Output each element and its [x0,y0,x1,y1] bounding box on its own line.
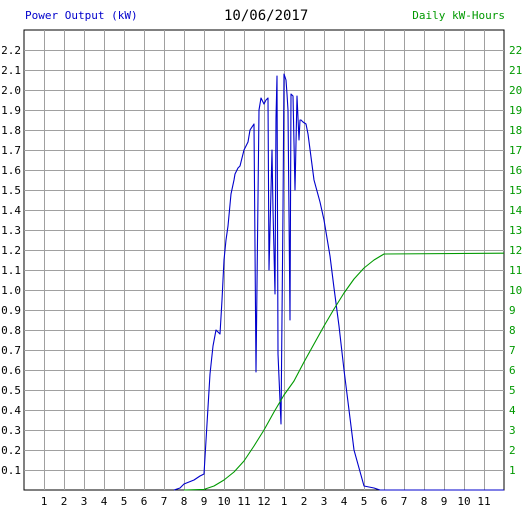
y-left-tick-label: 0.2 [1,444,21,457]
y-left-tick-label: 2.2 [1,44,21,57]
x-tick-label: 1 [281,495,288,508]
x-tick-label: 7 [161,495,168,508]
y-right-tick-label: 14 [509,204,523,217]
y-right-tick-label: 10 [509,284,522,297]
y-left-tick-label: 2.0 [1,84,21,97]
y-left-tick-label: 0.1 [1,464,21,477]
y-right-tick-label: 22 [509,44,522,57]
y-left-tick-label: 1.4 [1,204,21,217]
y-left-tick-label: 0.8 [1,324,21,337]
x-tick-label: 12 [257,495,270,508]
x-tick-label: 11 [237,495,250,508]
y-right-tick-label: 1 [509,464,516,477]
x-tick-label: 4 [341,495,348,508]
y-left-tick-label: 1.0 [1,284,21,297]
y-left-tick-label: 0.9 [1,304,21,317]
y-right-tick-label: 4 [509,404,516,417]
grid-lines [24,30,504,490]
daily-kwh-line [183,252,505,491]
x-tick-label: 4 [101,495,108,508]
tick-labels: 1 2 3 4 5 6 7 8 9 10 11 12 1 2 3 4 5 6 7 8 9 10 110.10.20.30.4… [1,44,522,508]
y-left-tick-label: 2.1 [1,64,21,77]
x-tick-label: 1 [41,495,48,508]
x-tick-label: 2 [61,495,68,508]
y-left-tick-label: 1.9 [1,104,21,117]
y-left-tick-label: 1.6 [1,164,21,177]
y-right-tick-label: 21 [509,64,522,77]
y-left-tick-label: 1.3 [1,224,21,237]
y-right-tick-label: 15 [509,184,522,197]
y-left-tick-label: 1.2 [1,244,21,257]
y-right-tick-label: 2 [509,444,516,457]
x-tick-label: 5 [361,495,368,508]
y-left-tick-label: 0.7 [1,344,21,357]
x-tick-label: 3 [321,495,328,508]
x-tick-label: 5 [121,495,128,508]
y-right-tick-label: 12 [509,244,522,257]
y-left-tick-label: 1.8 [1,124,21,137]
x-tick-label: 11 [477,495,490,508]
y-right-tick-label: 18 [509,124,522,137]
y-right-tick-label: 13 [509,224,522,237]
y-right-tick-label: 3 [509,424,516,437]
y-left-tick-label: 0.6 [1,364,21,377]
left-axis-title: Power Output (kW) [25,9,138,22]
x-tick-label: 10 [217,495,230,508]
x-tick-label: 6 [381,495,388,508]
x-tick-label: 8 [421,495,428,508]
y-left-tick-label: 0.4 [1,404,21,417]
y-right-tick-label: 9 [509,304,516,317]
x-tick-label: 8 [181,495,188,508]
y-right-tick-label: 16 [509,164,522,177]
power-output-line [173,73,504,491]
series-lines [173,73,505,491]
x-tick-label: 2 [301,495,308,508]
y-right-tick-label: 17 [509,144,522,157]
y-left-tick-label: 1.1 [1,264,21,277]
y-right-tick-label: 5 [509,384,516,397]
y-right-tick-label: 8 [509,324,516,337]
right-axis-title: Daily kW-Hours [412,9,505,22]
y-right-tick-label: 11 [509,264,522,277]
y-left-tick-label: 0.5 [1,384,21,397]
y-right-tick-label: 20 [509,84,522,97]
x-tick-label: 7 [401,495,408,508]
y-left-tick-label: 1.7 [1,144,21,157]
y-right-tick-label: 7 [509,344,516,357]
x-tick-label: 10 [457,495,470,508]
chart-date-title: 10/06/2017 [224,8,309,24]
x-tick-label: 9 [441,495,448,508]
x-tick-label: 3 [81,495,88,508]
y-left-tick-label: 1.5 [1,184,21,197]
x-tick-label: 6 [141,495,148,508]
y-left-tick-label: 0.3 [1,424,21,437]
x-tick-label: 9 [201,495,208,508]
y-right-tick-label: 6 [509,364,516,377]
y-right-tick-label: 19 [509,104,522,117]
